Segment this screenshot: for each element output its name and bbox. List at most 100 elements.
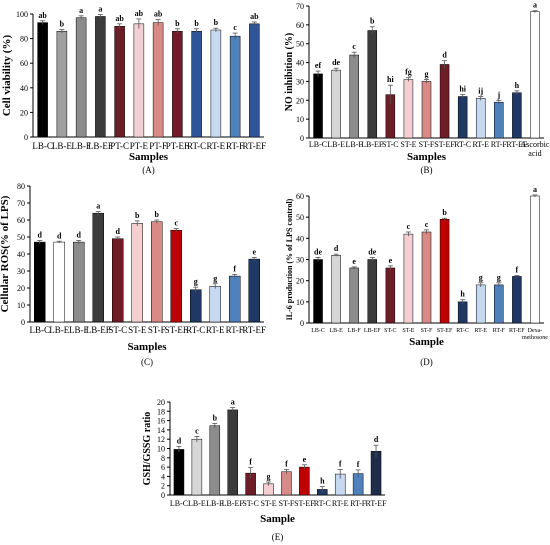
bar-RT-F [494,284,504,324]
bar-RT-EF [248,258,260,323]
x-tick-label: RT-E [332,499,349,508]
x-tick-label: ST-EF [294,499,315,508]
bar-LB-F [73,241,85,323]
y-tick-label: 10 [157,445,165,454]
significance-letter: hi [387,75,394,84]
bar-ST-C [112,238,124,323]
x-tick-label: ST-F [421,328,433,334]
y-tick-label: 2 [161,482,165,491]
significance-letter: ab [38,11,47,20]
significance-letter: f [339,459,342,468]
bar-ST-C [385,267,396,324]
y-tick-label: 0 [21,318,25,327]
y-tick-label: 12 [157,435,165,444]
x-tick-label: LB-C [311,328,325,334]
significance-letter: f [357,460,360,469]
y-tick-label: 0 [161,491,165,500]
significance-letter: ab [115,14,124,23]
significance-letter: b [213,413,218,422]
bar-RT-C [457,301,468,324]
bar-RT-C [190,289,202,323]
bar-LB-F [349,54,359,139]
x-tick-label: Dexa-methosone [522,328,548,341]
y-axis-title: NO inhibition (%) [284,33,295,111]
significance-letter: b [442,208,447,217]
bar-RT-E [209,286,221,323]
y-axis-title: GSH/GSSG ratio [142,412,153,486]
y-tick-label: 4 [161,472,165,481]
significance-letter: e [303,455,307,464]
panel-label: (B) [421,165,433,175]
panel-2: 0 10 20 30 40 50 60 70 80 d LB-C d LB-E d LB-F a LB-EF d S… [0,182,266,367]
x-tick-label: RT-F [226,141,244,151]
bar-ST-EF [299,466,310,496]
bar-RT-C [457,96,468,139]
y-tick-label: 70 [17,199,25,208]
y-tick-label: 0 [24,133,28,142]
bar-LB-E [191,438,203,496]
x-tick-label: RT-C [456,328,469,334]
significance-letter: de [332,58,340,67]
bar-LB-C [173,449,185,496]
y-tick-label: 50 [296,213,304,222]
bar-ST-F [151,221,163,323]
y-tick-label: 10 [296,115,304,124]
y-tick-label: 40 [296,59,304,68]
y-tick-label: 40 [296,234,304,243]
y-tick-label: 80 [20,35,28,44]
significance-letter: f [516,265,519,274]
significance-letter: c [233,23,237,32]
y-tick-label: 0 [300,134,304,143]
bar-ST-EF [439,219,450,324]
x-tick-label: ST-EF [437,328,453,334]
bar-LB-E [56,30,68,138]
bar-ST-F [421,81,432,139]
bar-ST-EF [439,64,450,139]
x-tick-label: PT-E [130,141,149,151]
x-tick-label: RT-EF [242,325,266,335]
bar-LB-C [313,259,323,324]
y-tick-label: 60 [296,192,304,201]
bar-LB-EF [367,259,378,324]
x-tick-label: LB-EF [361,140,384,149]
y-tick-label: 80 [17,182,25,191]
y-tick-label: 16 [157,417,165,426]
significance-letter: g [479,273,483,282]
significance-letter: ab [250,12,259,21]
significance-letter: b [214,18,219,27]
bar-RT-E [475,98,486,139]
x-tick-label: RT-F [493,328,506,334]
x-tick-label: LB-EF [86,325,111,335]
panel-label: (A) [142,165,155,175]
x-tick-label: RT-C [314,499,331,508]
bar-LB-E [331,69,341,139]
y-axis-title: IL-6 production (% of LPS control) [285,198,294,320]
x-tick-label: ST-F [419,140,435,149]
significance-letter: j [496,90,500,99]
significance-letter: ij [478,87,483,96]
x-tick-label: ST-E [400,140,416,149]
x-axis-title: Sample [260,513,295,525]
significance-letter: f [233,264,236,273]
x-tick-label: LB-EF [222,499,245,508]
x-tick-label: LB-C [309,140,327,149]
y-tick-label: 60 [17,216,25,225]
significance-letter: d [77,230,82,239]
significance-letter: hi [459,85,466,94]
significance-letter: d [374,435,379,444]
bar-RT-F [229,275,241,323]
bar-LB-EF [95,16,106,138]
x-tick-label: RT-EF [243,141,267,151]
significance-letter: d [334,244,339,253]
panel-0: 0 20 40 60 80 100 ab LB-C b LB-E a LB-F a LB-EF ab PT-C… [1,5,266,175]
x-tick-label: LB-E [49,325,69,335]
x-tick-label: LB-F [69,325,89,335]
bar-RT-F [229,35,241,138]
panel-label: (D) [420,357,433,367]
x-tick-label: RT-EF [366,499,388,508]
bar-LB-C [37,22,48,138]
y-tick-label: 20 [296,96,304,105]
bar-RT-F [494,101,504,139]
panel-label: (E) [272,532,284,542]
